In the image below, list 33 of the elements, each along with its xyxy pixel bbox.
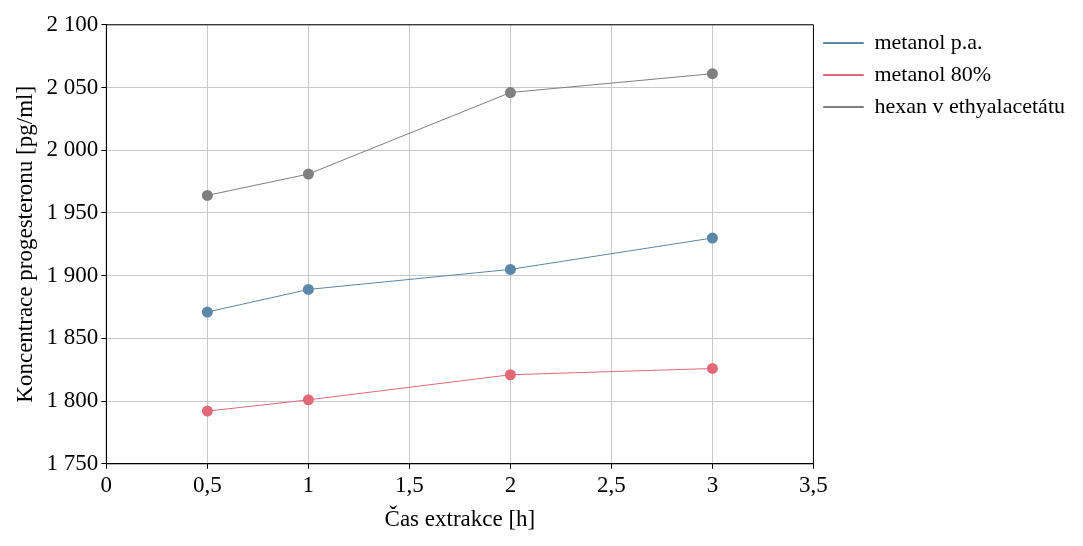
y-tick-label: 2 100 bbox=[46, 10, 99, 36]
point bbox=[302, 168, 314, 180]
x-tick-label: 2,5 bbox=[597, 471, 626, 497]
x-tick-label: 3 bbox=[706, 471, 719, 497]
y-tick-label: 1 750 bbox=[46, 449, 99, 475]
point bbox=[302, 394, 314, 406]
x-tick-label: 2 bbox=[504, 471, 517, 497]
legend-label: hexan v ethyalacetátu bbox=[874, 92, 1066, 118]
point bbox=[706, 362, 718, 374]
point bbox=[504, 87, 516, 99]
y-tick-label: 2 050 bbox=[46, 73, 99, 99]
point bbox=[201, 189, 213, 201]
y-axis-title: Koncentrace progesteronu [pg/ml] bbox=[11, 85, 37, 403]
point bbox=[706, 232, 718, 244]
legend-label: metanol p.a. bbox=[874, 28, 983, 54]
point bbox=[504, 369, 516, 381]
x-tick-label: 0 bbox=[100, 471, 113, 497]
y-tick-label: 1 900 bbox=[46, 261, 99, 287]
point bbox=[706, 68, 718, 80]
x-tick-label: 0,5 bbox=[192, 471, 222, 497]
y-tick-label: 2 000 bbox=[46, 136, 99, 162]
y-tick-label: 1 800 bbox=[46, 387, 99, 413]
point bbox=[201, 306, 213, 318]
legend-label: metanol 80% bbox=[874, 60, 992, 86]
x-axis-title: Čas extrakce [h] bbox=[384, 505, 536, 532]
x-tick-label: 1 bbox=[302, 471, 315, 497]
point bbox=[504, 263, 516, 275]
point bbox=[302, 283, 314, 295]
y-tick-label: 1 850 bbox=[46, 324, 99, 350]
y-tick-label: 1 950 bbox=[46, 198, 99, 224]
x-tick-label: 1,5 bbox=[395, 471, 424, 497]
x-tick-label: 3,5 bbox=[799, 471, 828, 497]
point bbox=[201, 405, 213, 417]
